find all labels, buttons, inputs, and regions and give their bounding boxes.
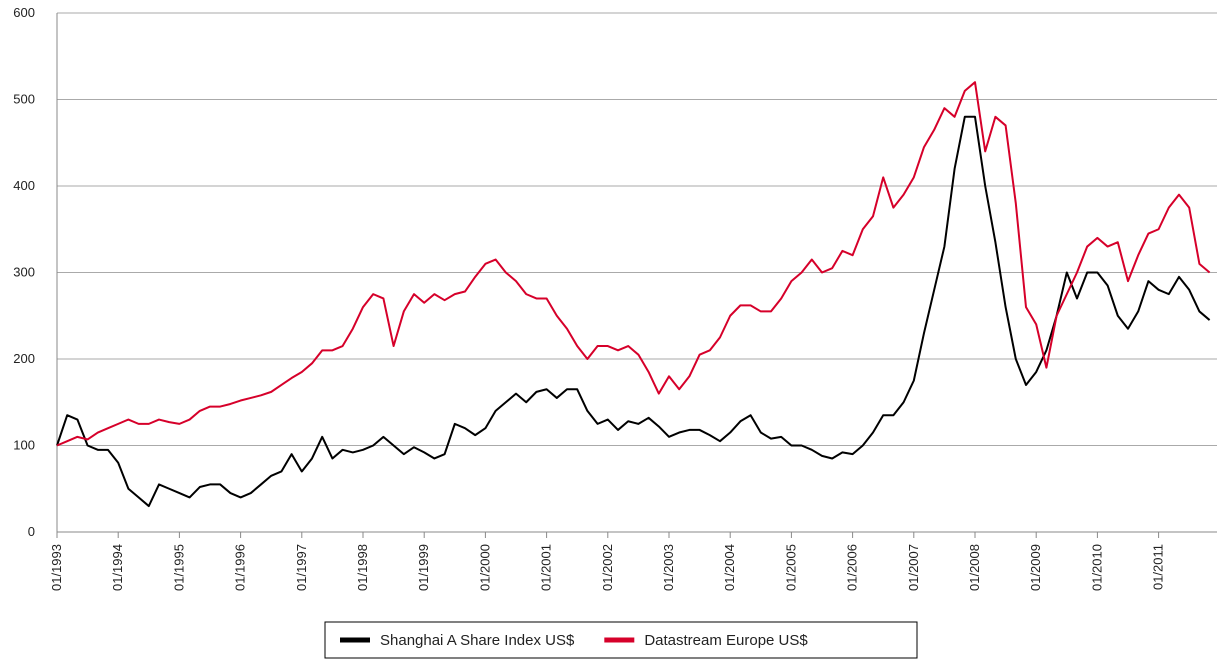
legend-label: Datastream Europe US$	[644, 632, 808, 649]
x-tick-label: 01/1996	[233, 544, 248, 591]
x-tick-label: 01/1997	[294, 544, 309, 591]
x-tick-label: 01/2007	[906, 544, 921, 591]
series-line	[56, 115, 1211, 508]
legend-label: Shanghai A Share Index US$	[380, 632, 575, 649]
x-tick-label: 01/2003	[661, 544, 676, 591]
x-tick-label: 01/2000	[477, 544, 492, 591]
x-tick-label: 01/1999	[416, 544, 431, 591]
x-tick-label: 01/2006	[845, 544, 860, 591]
x-tick-label: 01/1993	[49, 544, 64, 591]
x-tick-label: 01/2011	[1151, 544, 1166, 590]
y-tick-label: 600	[13, 5, 35, 20]
x-tick-label: 01/2008	[967, 544, 982, 591]
x-tick-label: 01/1998	[355, 544, 370, 591]
y-tick-label: 0	[28, 524, 35, 539]
legend: Shanghai A Share Index US$ Datastream Eur…	[324, 621, 918, 659]
x-tick-label: 01/1995	[171, 544, 186, 591]
y-tick-label: 100	[13, 438, 35, 453]
y-tick-label: 400	[13, 178, 35, 193]
y-tick-label: 300	[13, 265, 35, 280]
x-tick-label: 01/2010	[1089, 544, 1104, 591]
y-tick-label: 500	[13, 92, 35, 107]
x-tick-label: 01/2002	[600, 544, 615, 591]
x-tick-label: 01/2001	[539, 544, 554, 591]
x-tick-label: 01/1994	[110, 544, 125, 591]
series-line	[56, 81, 1211, 447]
x-tick-label: 01/2009	[1028, 544, 1043, 591]
x-tick-label: 01/2004	[722, 544, 737, 591]
y-tick-label: 200	[13, 351, 35, 366]
x-tick-label: 01/2005	[783, 544, 798, 591]
